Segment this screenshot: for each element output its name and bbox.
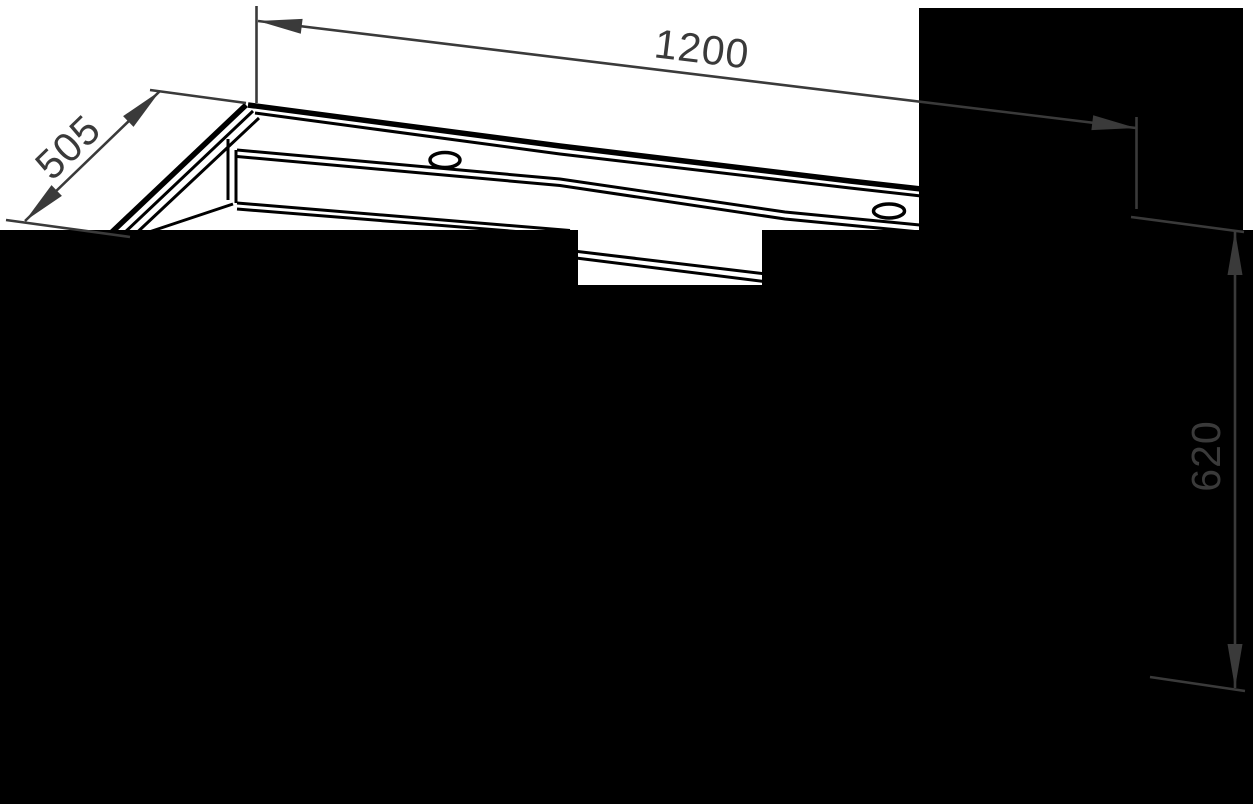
panel-back-rim-inner-line [254, 111, 931, 199]
dim-505-extension-upper [149, 88, 247, 105]
panel-left-rim-outer-line [110, 103, 248, 234]
panel-drawing [110, 102, 931, 288]
panel-front-left-corner-edge [145, 202, 234, 235]
oval-hole-2 [871, 202, 907, 220]
dim-505-arrow-lower [25, 185, 62, 221]
panel-surface-edge-lower [236, 155, 931, 235]
redaction-bottom-right [762, 230, 1253, 804]
redaction-blocks [0, 8, 1253, 804]
oval-hole-1 [428, 150, 462, 170]
redaction-top-right [919, 8, 1243, 230]
redaction-bottom-left [0, 230, 578, 804]
dim-620-arrow-top [1227, 231, 1243, 275]
panel-front-bottom-edge-2 [539, 252, 801, 288]
panel-left-rim-inner-line [119, 109, 255, 238]
dim-620-arrow-bottom [1227, 644, 1243, 688]
panel-left-rim-edge-line [127, 116, 261, 242]
dim-505-extension-lower [5, 218, 131, 239]
panel-front-inner-edge-2 [236, 207, 536, 235]
dim-505-arrow-upper [123, 91, 160, 127]
dimension-height-620: 620 [1130, 215, 1246, 693]
redaction-bottom-center [578, 285, 762, 804]
dim-1200-arrow-right [1091, 115, 1136, 131]
dim-620-extension-top [1130, 215, 1245, 234]
panel-front-inner-edge-1 [236, 201, 571, 232]
dim-1200-arrow-left [258, 18, 303, 34]
dim-1200-line [257, 19, 1137, 130]
panel-back-rim-outer-line [247, 102, 931, 193]
panel-surface-edge-upper [236, 148, 931, 228]
dim-620-label: 620 [1183, 420, 1229, 491]
dim-620-extension-bottom [1149, 675, 1246, 693]
panel-front-bottom-edge-1 [539, 245, 801, 280]
